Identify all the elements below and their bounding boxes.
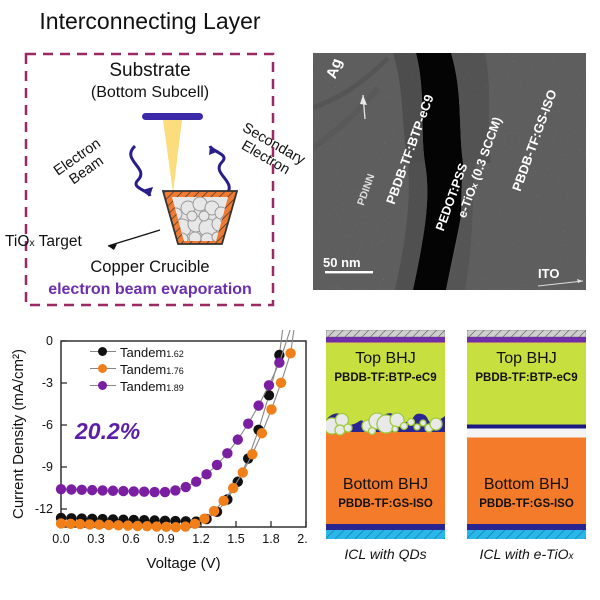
- svg-text:0: 0: [46, 334, 53, 348]
- svg-text:1.5: 1.5: [227, 532, 244, 546]
- svg-text:0.6: 0.6: [122, 532, 139, 546]
- svg-text:-3: -3: [42, 376, 53, 390]
- svg-text:-9: -9: [42, 460, 53, 474]
- svg-text:Voltage (V): Voltage (V): [146, 555, 220, 572]
- svg-text:0.3: 0.3: [87, 532, 104, 546]
- svg-text:2.1: 2.1: [297, 532, 307, 546]
- svg-text:1.2: 1.2: [192, 532, 209, 546]
- svg-text:0.9: 0.9: [157, 532, 174, 546]
- svg-text:0.0: 0.0: [52, 532, 69, 546]
- svg-text:1.8: 1.8: [262, 532, 279, 546]
- svg-text:-6: -6: [42, 418, 53, 432]
- svg-text:Current Density (mA/cm²): Current Density (mA/cm²): [10, 349, 27, 519]
- svg-text:-12: -12: [35, 502, 53, 516]
